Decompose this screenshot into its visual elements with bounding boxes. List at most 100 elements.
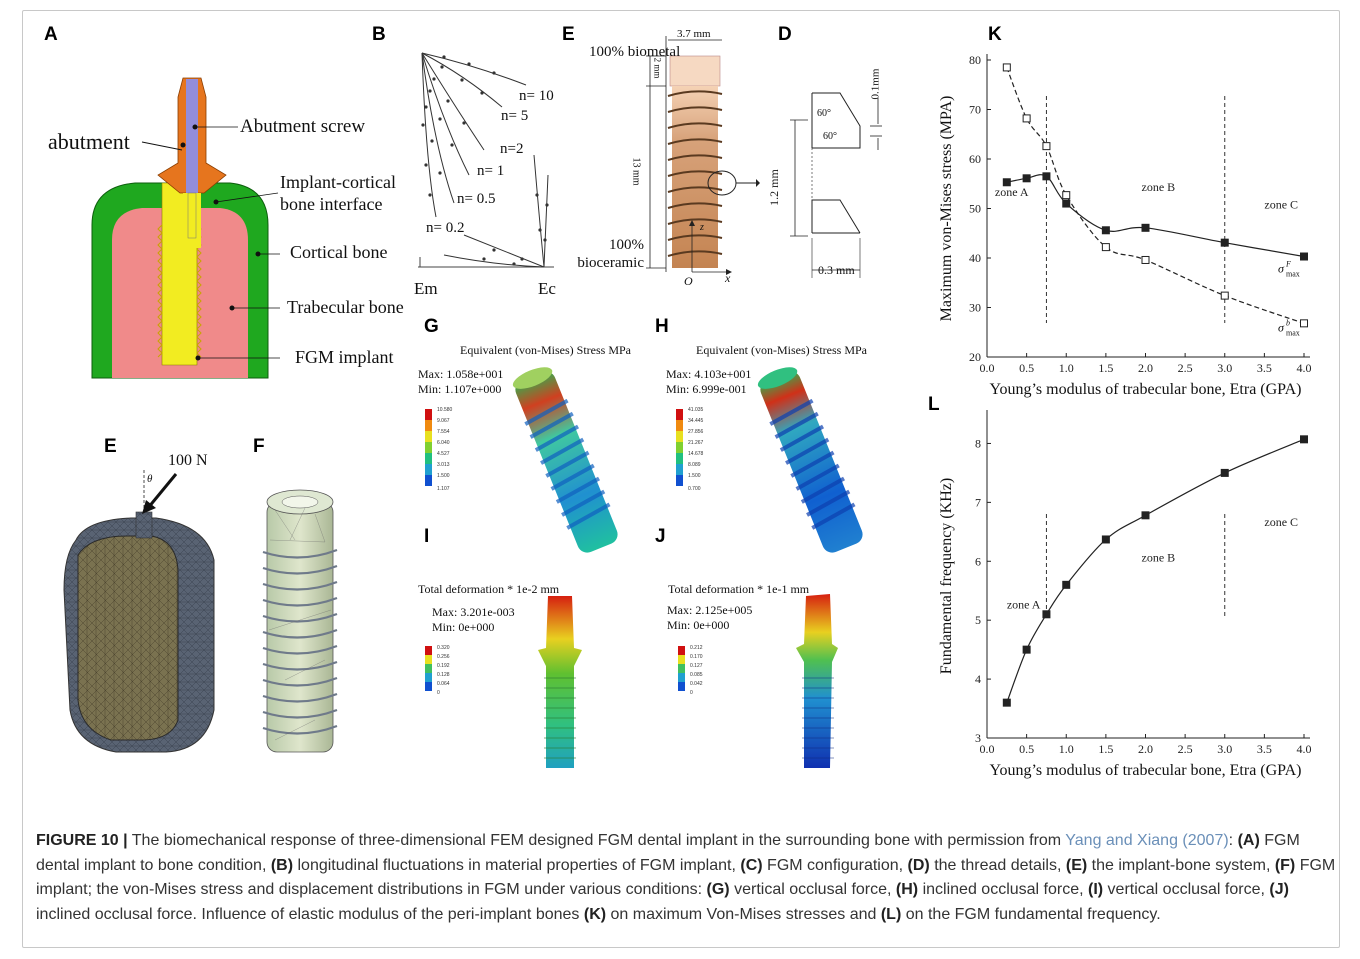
curve-label-n2: n=2 xyxy=(500,141,524,157)
y-tick-label: 50 xyxy=(969,202,981,216)
material-gradient-plot xyxy=(418,52,554,268)
x-tick-label: 3.5 xyxy=(1257,742,1272,756)
data-point xyxy=(1022,645,1031,654)
data-point xyxy=(1220,468,1229,477)
chart-frequency: 0.0 0.5 1.0 1.5 2.0 2.5 3.0 3.5 4.0 3 4 5 6 7 8 Young’s… xyxy=(938,410,1312,779)
deformation-implant-i xyxy=(538,596,582,768)
deformation-implant-j xyxy=(796,594,838,768)
dim-thread-height: 1.2 mm xyxy=(766,169,781,206)
x-tick-label: 2.5 xyxy=(1178,742,1193,756)
zone-label: zone A xyxy=(995,185,1029,199)
data-point xyxy=(1141,511,1150,520)
x-axis-label: Young’s modulus of trabecular bone, Etra… xyxy=(990,762,1302,779)
label-cortical: Cortical bone xyxy=(290,242,388,262)
thread-detail-drawing xyxy=(790,92,882,278)
axis-em: Em xyxy=(414,279,438,298)
x-tick-label: 2.0 xyxy=(1138,742,1153,756)
label-bioceramic: 100% bioceramic xyxy=(577,237,644,271)
data-point xyxy=(1022,174,1031,183)
result-min: Min: 0e+000 xyxy=(432,620,495,634)
label-abutment: abutment xyxy=(48,129,130,154)
series-legend-sub: max xyxy=(1286,328,1300,337)
citation-link[interactable]: Yang and Xiang (2007) xyxy=(1065,832,1229,849)
series-legend-sup: b xyxy=(1286,318,1290,327)
y-tick-label: 60 xyxy=(969,152,981,166)
curve-label-n5: n= 5 xyxy=(501,108,529,124)
x-tick-label: 0.0 xyxy=(980,742,995,756)
force-label: 100 N xyxy=(168,452,208,469)
angle-1: 60° xyxy=(817,108,831,119)
data-point xyxy=(1101,226,1110,235)
axis-o: O xyxy=(684,274,693,288)
data-point xyxy=(1141,223,1150,232)
zone-label: zone C xyxy=(1264,198,1298,212)
axis-ec: Ec xyxy=(538,279,556,298)
y-tick-label: 30 xyxy=(969,301,981,315)
data-point xyxy=(1062,191,1071,200)
series-line xyxy=(1006,438,1305,703)
data-point xyxy=(1062,199,1071,208)
zone-label: zone C xyxy=(1264,515,1298,529)
result-title: Total deformation * 1e-1 mm xyxy=(668,582,810,596)
panel-letter: I xyxy=(424,526,430,547)
axis-z: z xyxy=(700,222,704,233)
axis-x: x xyxy=(725,271,731,285)
zone-label: zone B xyxy=(1142,180,1176,194)
y-tick-label: 5 xyxy=(975,613,981,627)
y-tick-label: 7 xyxy=(975,495,981,509)
y-tick-label: 3 xyxy=(975,731,981,745)
series-legend: σ xyxy=(1278,320,1285,334)
panel-letter: B xyxy=(372,24,386,45)
result-min: Min: 1.107e+000 xyxy=(418,382,502,396)
panel-letter: D xyxy=(778,24,792,45)
x-tick-label: 2.5 xyxy=(1178,361,1193,375)
panel-letter: H xyxy=(655,316,669,337)
data-point xyxy=(1220,291,1229,300)
x-tick-label: 1.0 xyxy=(1059,742,1074,756)
result-min: Min: 6.999e-001 xyxy=(666,382,747,396)
panel-letter: F xyxy=(253,436,265,457)
x-tick-label: 3.0 xyxy=(1217,742,1232,756)
caption-label: FIGURE 10 | xyxy=(36,832,128,849)
figure-frame xyxy=(22,10,1340,948)
result-max: Max: 3.201e-003 xyxy=(432,605,515,619)
label-biometal: 100% biometal xyxy=(589,44,681,60)
dim-thread-top: 0.1mm xyxy=(869,68,882,100)
data-point xyxy=(1141,255,1150,264)
data-point xyxy=(1042,610,1051,619)
dim-top: 2 mm xyxy=(652,57,663,79)
stress-implant-g xyxy=(512,367,618,553)
x-tick-label: 2.0 xyxy=(1138,361,1153,375)
x-tick-label: 1.5 xyxy=(1098,361,1113,375)
curve-label-n02: n= 0.2 xyxy=(426,220,465,236)
zone-label: zone A xyxy=(1007,597,1041,611)
stress-implant-h xyxy=(757,367,863,553)
data-point xyxy=(1042,172,1051,181)
dim-width: 3.7 mm xyxy=(677,28,711,40)
fgm-implant-mesh xyxy=(262,489,338,753)
x-tick-label: 3.0 xyxy=(1217,361,1232,375)
y-tick-label: 4 xyxy=(975,672,981,686)
chart-stress: 0.0 0.5 1.0 1.5 2.0 2.5 3.0 3.5 4.0 20 30 40 50 60 70 8… xyxy=(938,53,1312,398)
curve-label-n10: n= 10 xyxy=(519,88,554,104)
panel-letter: G xyxy=(424,316,439,337)
thread-left xyxy=(157,224,163,358)
x-tick-label: 0.0 xyxy=(980,361,995,375)
dim-thread-width: 0.3 mm xyxy=(818,263,855,277)
series-line xyxy=(1006,67,1305,324)
implant-cross-section xyxy=(91,77,280,379)
curve-label-n05: n= 0.5 xyxy=(457,191,496,207)
data-point xyxy=(1220,238,1229,247)
panel-letter: E xyxy=(104,436,117,457)
x-tick-label: 4.0 xyxy=(1297,361,1312,375)
x-tick-label: 0.5 xyxy=(1019,361,1034,375)
label-interface: Implant-cortical bone interface xyxy=(280,172,396,214)
data-point xyxy=(1062,580,1071,589)
result-max: Max: 2.125e+005 xyxy=(667,603,753,617)
y-tick-label: 80 xyxy=(969,53,981,67)
label-fgm: FGM implant xyxy=(295,347,394,367)
result-title: Total deformation * 1e-2 mm xyxy=(418,582,560,596)
y-axis-label: Maximum von-Mises stress (MPA) xyxy=(938,96,955,322)
panel-letter: A xyxy=(44,24,58,45)
result-max: Max: 1.058e+001 xyxy=(418,367,504,381)
